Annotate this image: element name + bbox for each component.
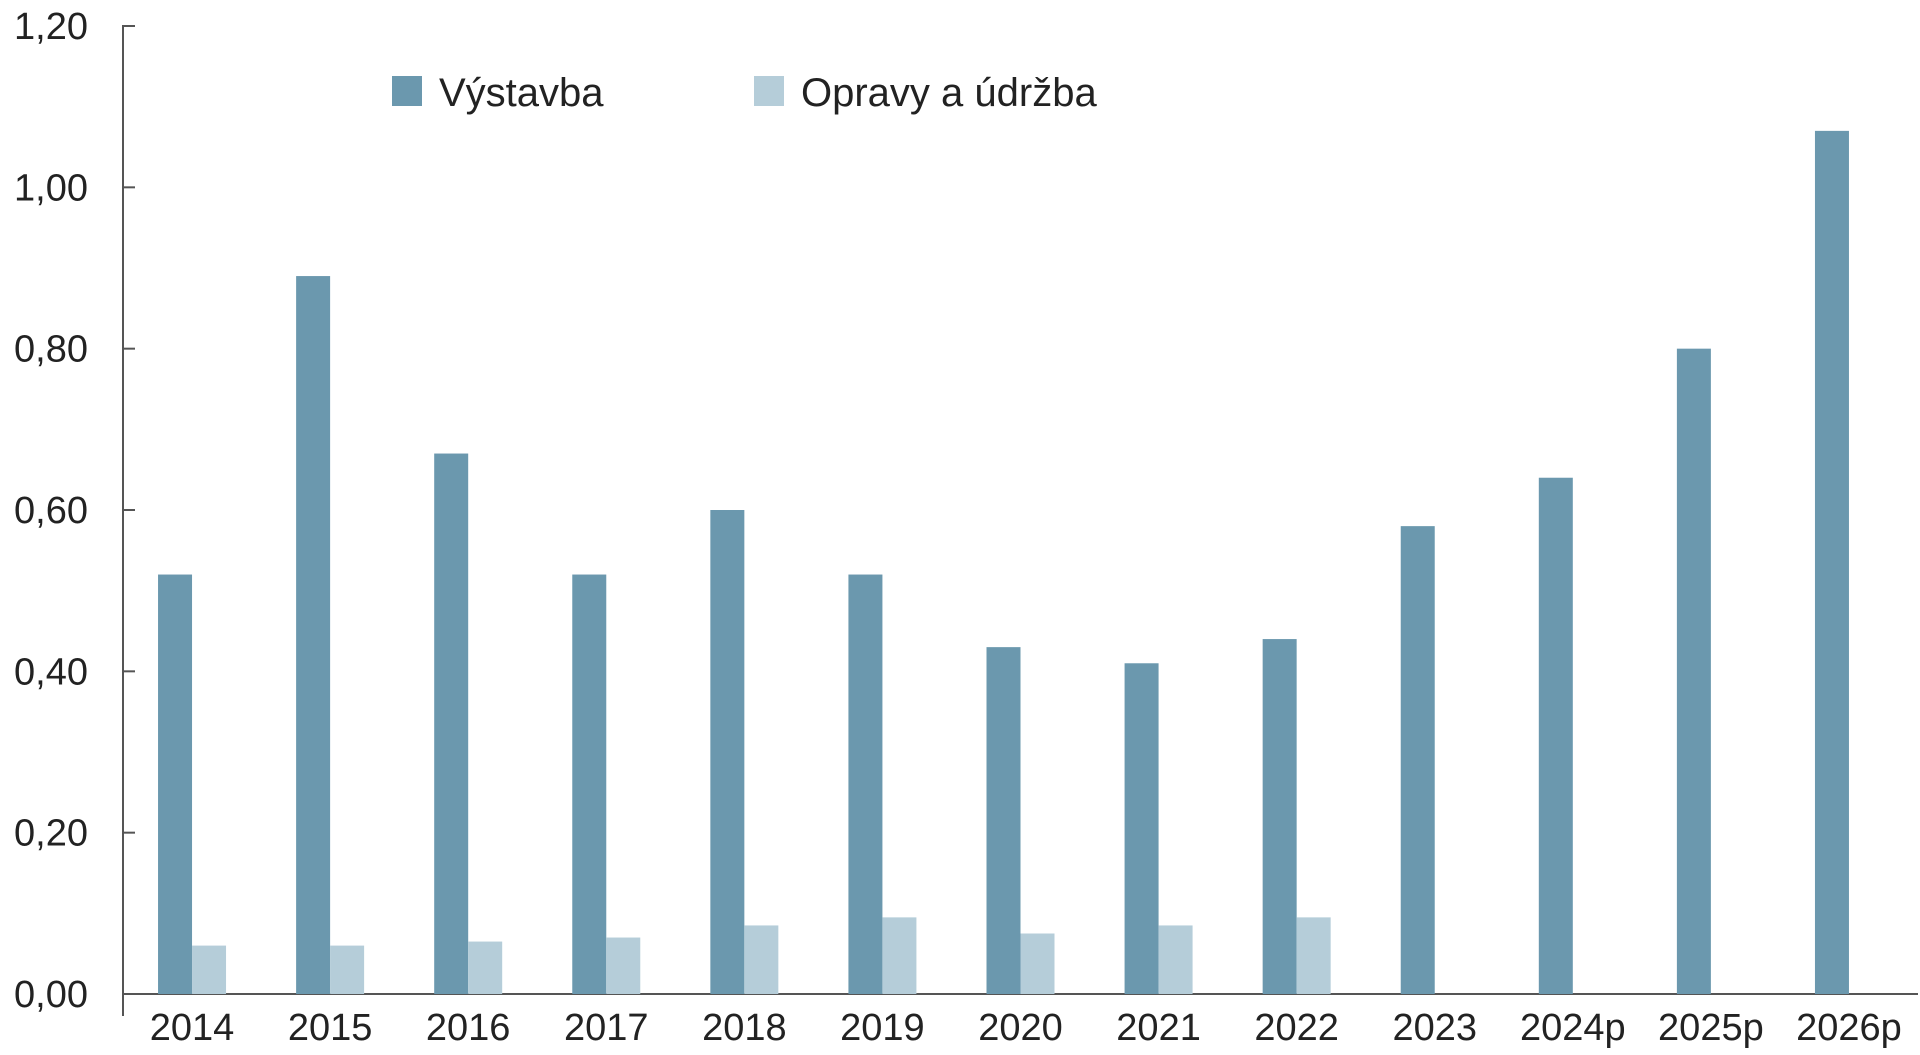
legend-item-opravy-a-udrzba-label: Opravy a údržba [801, 71, 1097, 115]
bar-opravy-a-udrzba [744, 925, 779, 994]
bar-vystavba [434, 453, 469, 994]
x-tick-label: 2014 [150, 1007, 235, 1049]
bar-vystavba [1124, 663, 1159, 994]
bar-vystavba [1814, 130, 1849, 994]
bar-vystavba [572, 574, 607, 994]
x-tick-label: 2026p [1796, 1007, 1902, 1049]
bar-opravy-a-udrzba [330, 945, 365, 994]
x-tick-label: 2024p [1520, 1007, 1626, 1049]
x-tick-label: 2020 [978, 1007, 1063, 1049]
y-tick-label: 0,80 [14, 329, 88, 371]
x-tick-label: 2025p [1658, 1007, 1764, 1049]
y-tick-label: 0,20 [14, 813, 88, 855]
bars-group [158, 130, 1849, 995]
legend: Výstavba Opravy a údržba [392, 71, 1097, 115]
bar-opravy-a-udrzba [1296, 917, 1331, 994]
y-tick-label: 0,40 [14, 651, 88, 693]
bar-vystavba [1400, 526, 1435, 994]
x-tick-label: 2023 [1392, 1007, 1477, 1049]
y-tick-label: 0,00 [14, 974, 88, 1016]
y-tick-label: 1,20 [14, 6, 88, 48]
bar-opravy-a-udrzba [1158, 925, 1193, 994]
x-tick-label: 2022 [1254, 1007, 1339, 1049]
bar-vystavba [710, 510, 745, 994]
x-axis: 2014 2015 2016 2017 2018 2019 2020 2021 2022 2023… [123, 993, 1918, 1049]
x-tick-label: 2018 [702, 1007, 787, 1049]
y-tick-label: 1,00 [14, 167, 88, 209]
bar-vystavba [1676, 348, 1711, 995]
bar-opravy-a-udrzba [468, 941, 503, 994]
bar-vystavba [1538, 477, 1573, 994]
bar-opravy-a-udrzba [192, 945, 227, 994]
x-tick-label: 2017 [564, 1007, 649, 1049]
bar-opravy-a-udrzba [882, 917, 917, 994]
bar-vystavba [848, 574, 883, 994]
x-tick-label: 2019 [840, 1007, 925, 1049]
bar-opravy-a-udrzba [1020, 933, 1055, 994]
x-tick-label: 2021 [1116, 1007, 1201, 1049]
y-axis: 0,00 0,20 0,40 0,60 0,80 1,00 1,20 [14, 6, 135, 1016]
x-tick-label: 2016 [426, 1007, 511, 1049]
legend-item-opravy-a-udrzba-swatch [754, 76, 784, 106]
y-tick-label: 0,60 [14, 490, 88, 532]
bar-vystavba [986, 647, 1021, 994]
bar-vystavba [158, 574, 193, 994]
legend-item-vystavba-swatch [392, 76, 422, 106]
x-tick-label: 2015 [288, 1007, 373, 1049]
legend-item-vystavba-label: Výstavba [439, 71, 604, 115]
bar-opravy-a-udrzba [606, 937, 641, 994]
bar-vystavba [1262, 639, 1297, 994]
bar-vystavba [296, 276, 331, 995]
